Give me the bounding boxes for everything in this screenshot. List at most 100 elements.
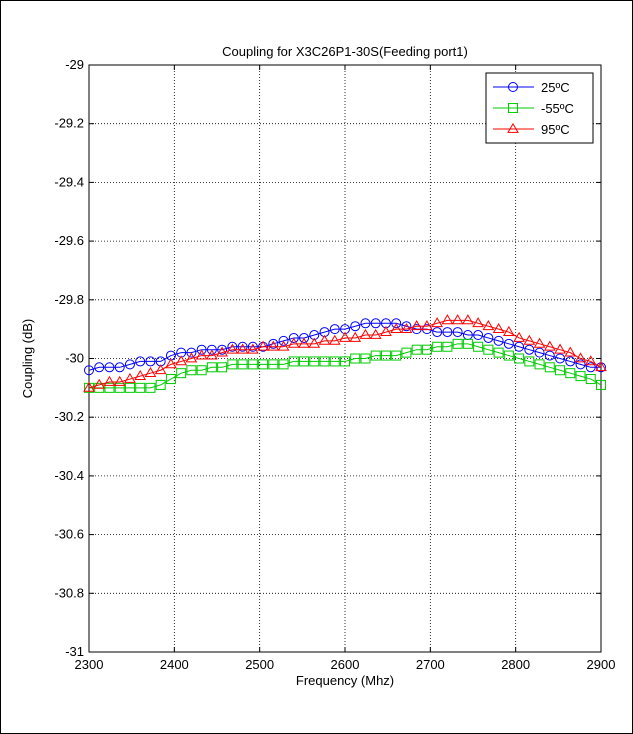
data-point — [380, 325, 392, 336]
data-point — [523, 334, 536, 345]
data-point — [185, 352, 198, 363]
data-point — [565, 356, 576, 367]
data-point — [236, 343, 249, 354]
data-point — [104, 362, 115, 373]
data-point — [533, 337, 546, 348]
data-point — [268, 338, 279, 349]
data-point — [482, 320, 495, 331]
data-point — [441, 314, 454, 325]
data-point — [462, 314, 474, 325]
data-point — [329, 356, 340, 367]
series-3 — [83, 314, 607, 392]
legend-marker — [507, 122, 519, 133]
legend-item: 25ºC — [493, 80, 570, 95]
data-point — [493, 335, 504, 346]
data-point — [596, 379, 606, 390]
y-tick-label: -29.8 — [54, 292, 84, 307]
y-axis-label: Coupling (dB) — [20, 319, 35, 399]
data-point — [247, 341, 258, 352]
y-tick-label: -30.8 — [54, 585, 84, 600]
data-point — [114, 362, 125, 373]
data-point — [524, 356, 535, 367]
data-point — [595, 361, 607, 372]
data-point — [319, 356, 330, 367]
data-point — [288, 332, 299, 343]
data-point — [514, 341, 525, 352]
data-point — [258, 359, 269, 370]
y-tick-label: -29.2 — [54, 116, 84, 131]
grid — [89, 65, 601, 652]
x-tick-label: 2400 — [160, 657, 189, 672]
data-point — [421, 320, 433, 331]
data-point — [544, 362, 555, 373]
data-point — [165, 358, 177, 369]
data-point — [165, 374, 176, 385]
data-point — [299, 332, 310, 343]
chart-title: Coupling for X3C26P1-30S(Feeding port1) — [222, 44, 468, 59]
data-point — [575, 371, 586, 382]
legend: 25ºC -55ºC 95ºC — [485, 72, 594, 144]
data-point — [359, 328, 372, 339]
data-point — [196, 365, 207, 376]
data-point — [237, 359, 248, 370]
data-point — [186, 347, 197, 358]
data-point — [462, 338, 473, 349]
data-point — [329, 324, 340, 335]
data-point — [288, 356, 299, 367]
data-point — [144, 367, 157, 378]
data-point — [196, 344, 207, 355]
x-tick-label: 2600 — [331, 657, 360, 672]
data-point — [401, 347, 412, 358]
data-point — [473, 341, 484, 352]
data-point — [534, 359, 545, 370]
data-point — [370, 318, 381, 329]
data-point — [492, 322, 505, 334]
series-line — [89, 343, 602, 389]
legend-label: 95ºC — [541, 122, 570, 137]
data-point — [565, 368, 576, 379]
y-tick-label: -29.4 — [54, 174, 84, 189]
data-point — [247, 359, 258, 370]
data-point — [154, 364, 167, 375]
data-point — [584, 355, 597, 366]
data-point — [360, 353, 371, 364]
data-point — [94, 362, 105, 373]
data-point — [483, 332, 494, 343]
data-point — [554, 343, 566, 354]
y-tick-label: -30.6 — [54, 527, 84, 542]
y-tick-label: -29 — [65, 57, 84, 72]
data-point — [206, 349, 218, 360]
y-tick-label: -31 — [65, 644, 84, 659]
data-point — [369, 328, 382, 339]
data-point — [339, 331, 351, 342]
data-point — [318, 334, 331, 345]
data-point — [268, 359, 279, 370]
data-point — [555, 353, 566, 364]
data-point — [502, 325, 515, 336]
data-point — [175, 355, 188, 366]
data-point — [227, 341, 238, 352]
data-point — [350, 321, 361, 332]
series-2 — [84, 338, 606, 393]
data-point — [309, 356, 320, 367]
x-tick-label: 2800 — [501, 657, 530, 672]
data-point — [216, 346, 228, 357]
data-point — [237, 341, 248, 352]
data-point — [217, 344, 228, 355]
data-point — [350, 353, 361, 364]
data-point — [83, 381, 95, 392]
data-point — [514, 353, 525, 364]
data-point — [103, 375, 116, 386]
data-point — [134, 369, 147, 380]
data-point — [391, 318, 402, 329]
data-point — [400, 322, 413, 334]
data-point — [360, 318, 371, 329]
data-point — [432, 341, 443, 352]
x-tick-label: 2500 — [245, 657, 274, 672]
data-point — [113, 375, 126, 386]
data-point — [277, 340, 290, 351]
data-point — [380, 350, 391, 361]
data-point — [195, 349, 208, 360]
legend-marker — [508, 103, 518, 113]
data-point — [186, 365, 197, 376]
